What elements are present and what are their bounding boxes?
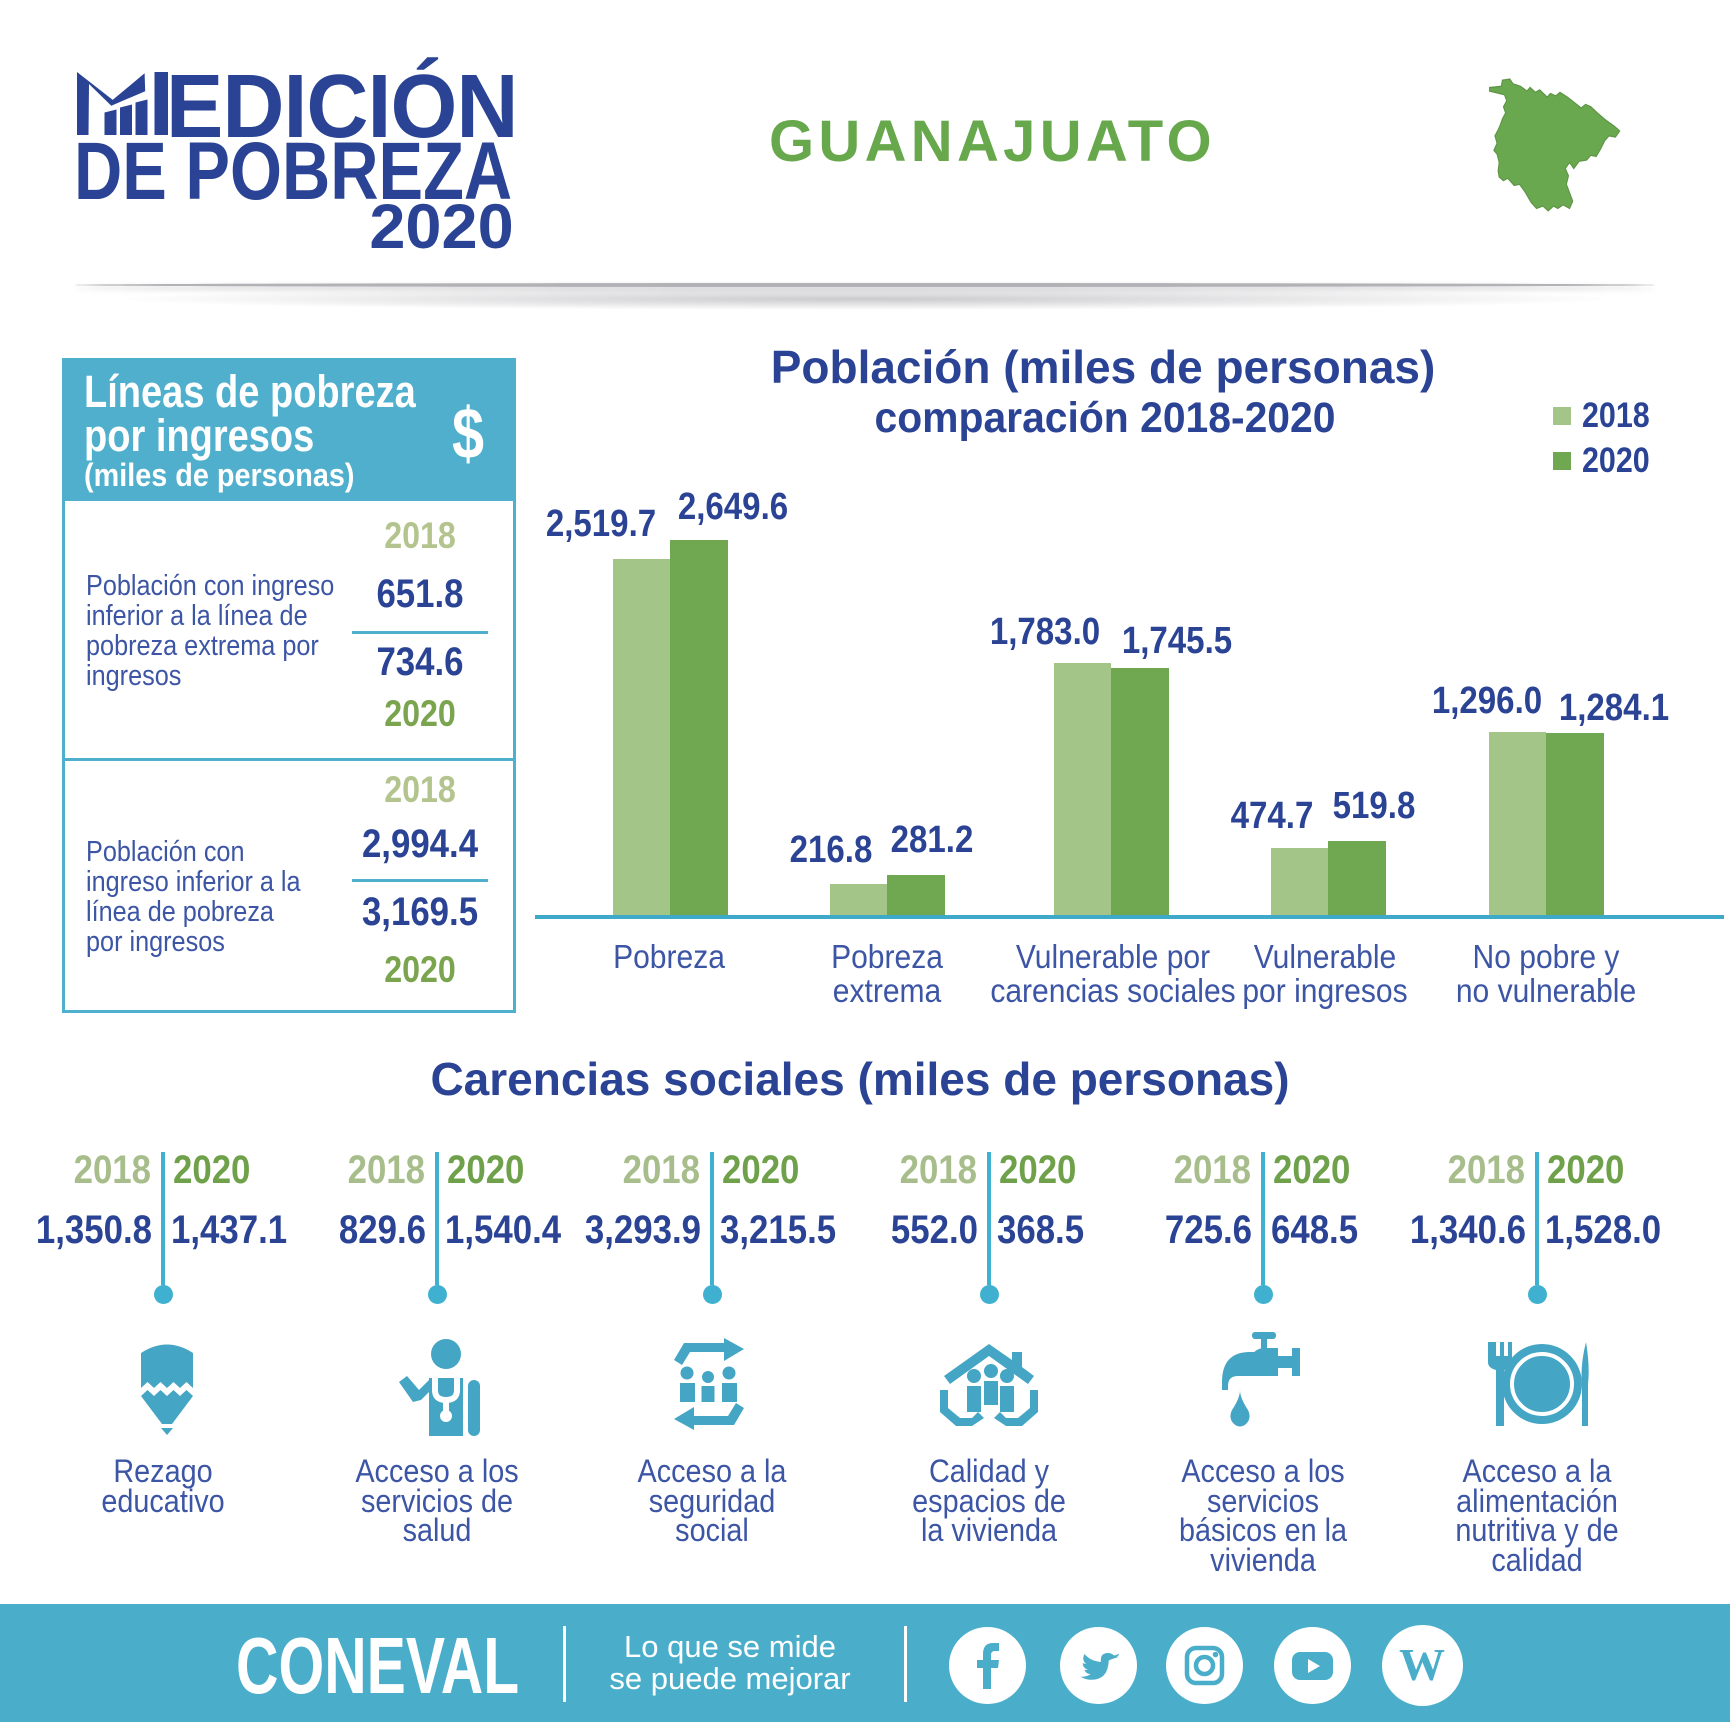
svg-text:W: W [1399, 1639, 1445, 1690]
